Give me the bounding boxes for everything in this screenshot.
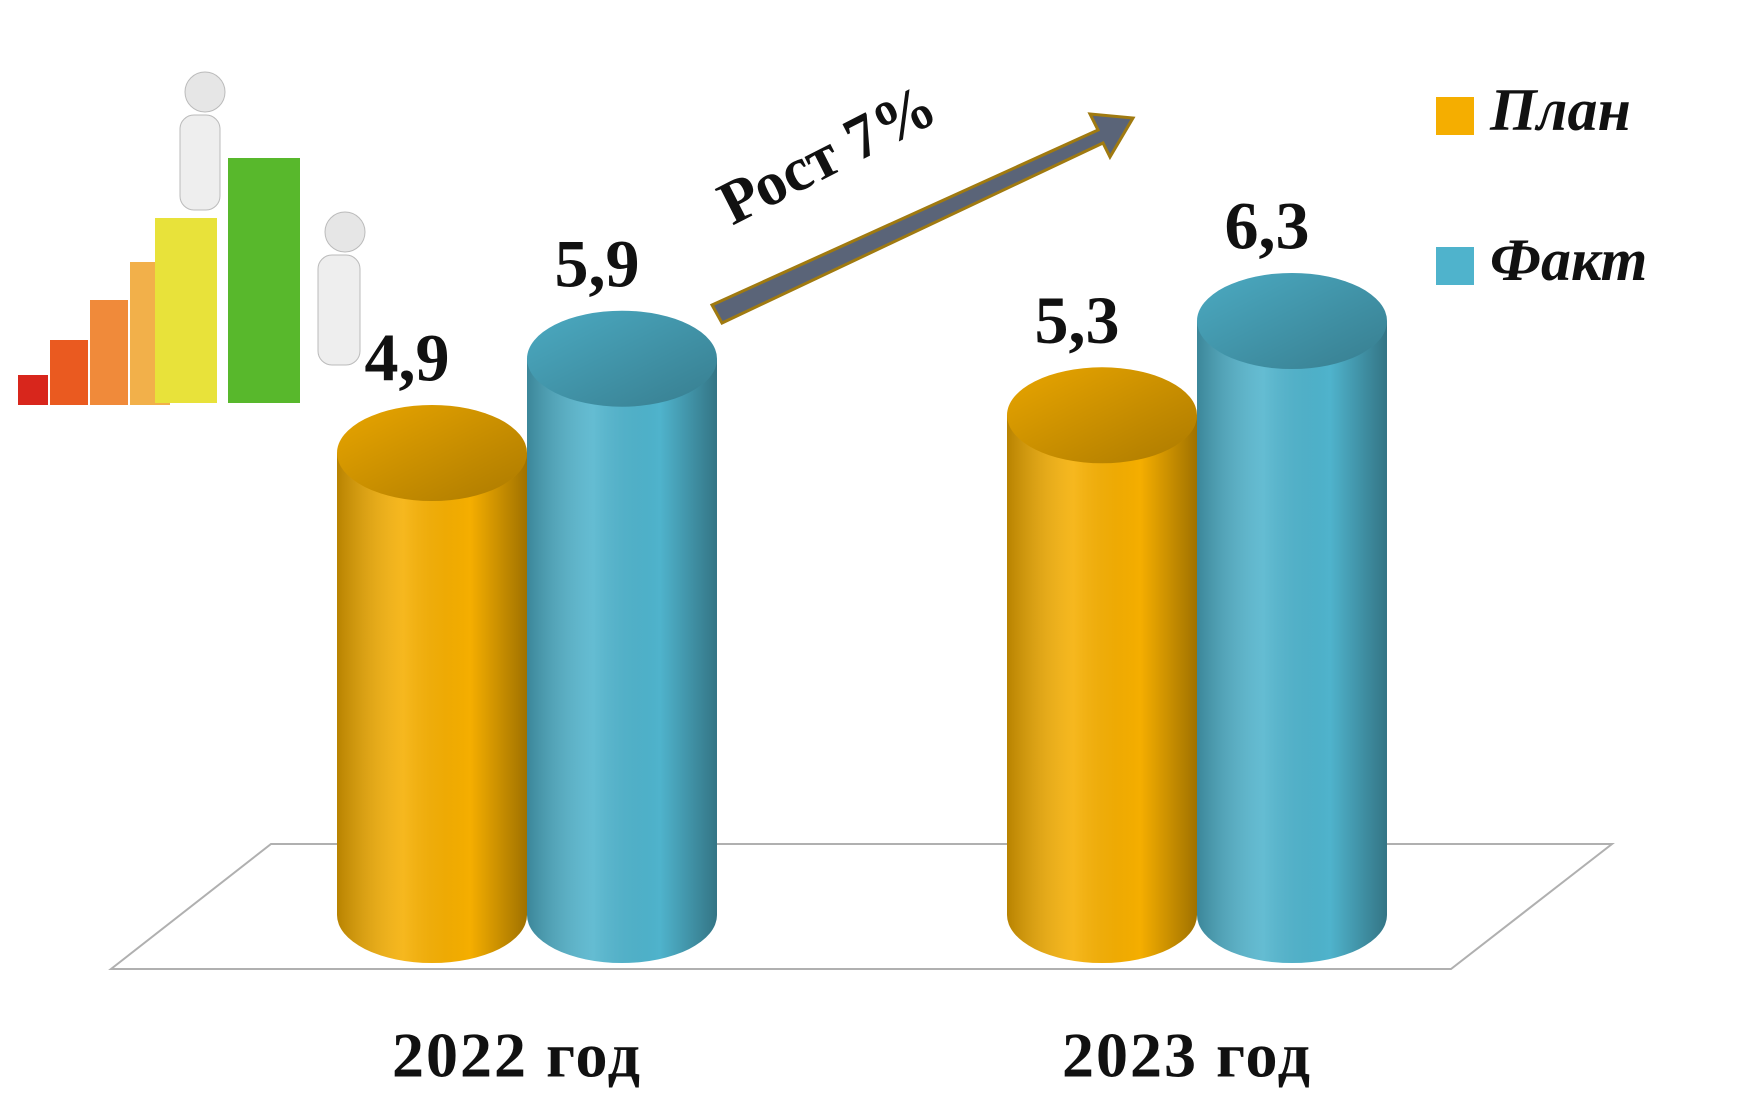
cylinder-shade [1197, 321, 1387, 963]
legend-label: План [1489, 77, 1631, 143]
growth-arrow [709, 112, 1136, 325]
legend-label: Факт [1490, 227, 1647, 293]
clipart [18, 71, 366, 405]
cylinder-shade [527, 358, 717, 963]
floor [108, 843, 1615, 970]
cylinder-shade [1007, 415, 1197, 963]
legend-swatch [1436, 97, 1474, 135]
value-label: 5,3 [1035, 282, 1120, 358]
cylinder-top-shade [1007, 367, 1197, 464]
legend-swatch [1436, 247, 1474, 285]
cylinder-shade [337, 453, 527, 963]
value-label: 4,9 [365, 320, 450, 396]
x-tick-label: 2022 год [392, 1020, 642, 1091]
x-tick-label: 2023 год [1062, 1020, 1312, 1091]
value-label: 6,3 [1225, 188, 1310, 264]
cylinder-top-shade [527, 310, 717, 407]
cylinder-top-shade [1197, 273, 1387, 369]
value-label: 5,9 [555, 225, 640, 301]
cylinder-top-shade [337, 405, 527, 501]
